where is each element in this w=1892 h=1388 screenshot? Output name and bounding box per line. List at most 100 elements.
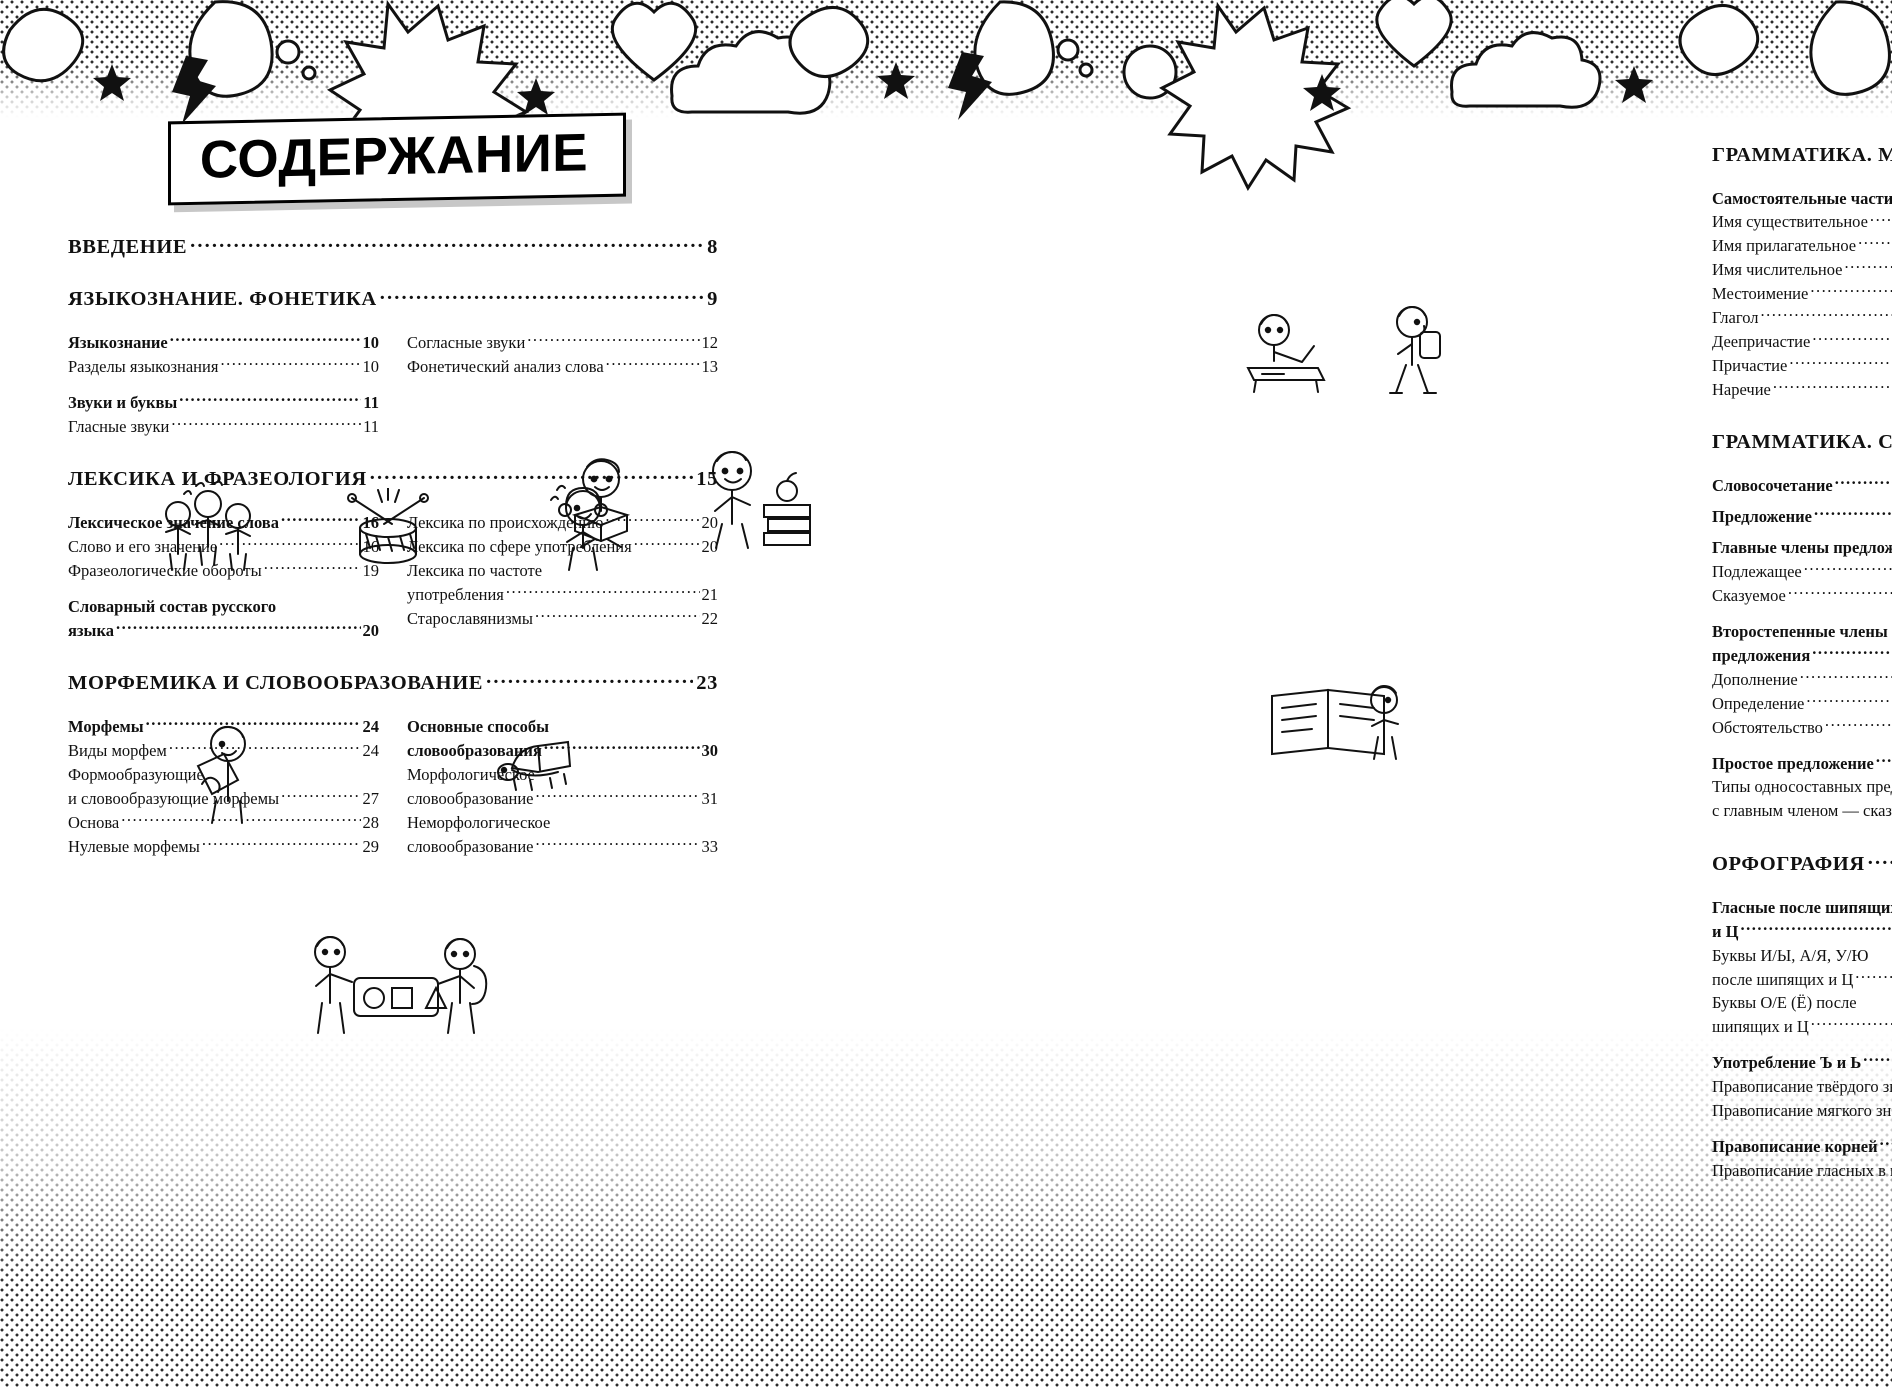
children-singing-icon bbox=[165, 480, 251, 571]
toc-entry-label: Основа bbox=[68, 812, 120, 832]
toc-entry[interactable]: Имя существительное38 bbox=[1712, 210, 1892, 234]
toc-entry[interactable]: шипящих и Ц95 bbox=[1712, 1015, 1892, 1039]
toc-entry[interactable]: Имя числительное47 bbox=[1712, 258, 1892, 282]
toc-entry[interactable]: словообразование 31 bbox=[407, 787, 718, 811]
toc-entry[interactable]: Буквы И/Ы, А/Я, У/Ю bbox=[1712, 944, 1892, 968]
toc-leader-dots bbox=[606, 355, 700, 372]
toc-entry[interactable]: и словообразующие морфемы 27 bbox=[68, 787, 379, 811]
toc-section-label: ГРАММАТИКА. МОРФОЛОГИЯ bbox=[1712, 143, 1892, 166]
toc-entry[interactable]: словообразование 33 bbox=[407, 835, 718, 859]
toc-subcolumn-1: Морфемы24Виды морфем24Формообразующиеи с… bbox=[68, 715, 379, 859]
toc-entry-page: 28 bbox=[362, 812, 380, 832]
toc-entry-label: Второстепенные члены bbox=[1712, 621, 1888, 641]
toc-entry[interactable]: Деепричастие53 bbox=[1712, 330, 1892, 354]
toc-entry-label: предложения bbox=[1712, 645, 1811, 665]
toc-entry[interactable]: Неморфологическое bbox=[407, 811, 718, 835]
toc-entry-label: Дополнение bbox=[1712, 669, 1798, 689]
toc-entry[interactable]: Обстоятельство76 bbox=[1712, 716, 1892, 740]
toc-entry[interactable]: Лексика по сфере употребления 20 bbox=[407, 535, 718, 559]
toc-entry[interactable]: Определение74 bbox=[1712, 692, 1892, 716]
toc-entry[interactable]: Правописание корней101 bbox=[1712, 1135, 1892, 1159]
toc-entry[interactable]: Правописание мягкого знака (Ь)98 bbox=[1712, 1099, 1892, 1123]
toc-entry[interactable]: Глагол51 bbox=[1712, 306, 1892, 330]
toc-entry-page: 27 bbox=[362, 789, 380, 809]
toc-section-heading[interactable]: ГРАММАТИКА. МОРФОЛОГИЯ37 bbox=[1712, 140, 1892, 167]
toc-entry-page: 11 bbox=[363, 392, 379, 412]
toc-entry-page: 20 bbox=[701, 537, 719, 557]
toc-entry[interactable]: словообразования 30 bbox=[407, 739, 718, 763]
toc-leader-dots bbox=[281, 788, 360, 805]
toc-entry[interactable]: Самостоятельные части речи38 bbox=[1712, 187, 1892, 211]
toc-entry[interactable]: Основные способы bbox=[407, 715, 718, 739]
toc-entry-page: 33 bbox=[701, 836, 719, 856]
toc-entry-label: Обстоятельство bbox=[1712, 717, 1823, 737]
toc-entry[interactable]: Лексика по происхождению 20 bbox=[407, 511, 718, 535]
toc-leader-dots bbox=[281, 512, 361, 529]
toc-entry[interactable]: Звуки и буквы 11 bbox=[68, 391, 379, 415]
toc-section-heading[interactable]: ЛЕКСИКА И ФРАЗЕОЛОГИЯ 15 bbox=[68, 465, 718, 492]
toc-leader-dots bbox=[220, 355, 360, 372]
toc-entry[interactable]: Местоимение49 bbox=[1712, 282, 1892, 306]
toc-entry[interactable]: Правописание твёрдого знака (Ъ)98 bbox=[1712, 1075, 1892, 1099]
toc-section-heading[interactable]: ВВЕДЕНИЕ 8 bbox=[68, 232, 718, 259]
toc-leader-dots bbox=[506, 583, 700, 600]
toc-entry[interactable]: Причастие54 bbox=[1712, 354, 1892, 378]
boy-holding-paper-icon bbox=[196, 725, 246, 824]
toc-entry[interactable]: Виды морфем 24 bbox=[68, 739, 379, 763]
toc-leader-dots bbox=[1825, 716, 1892, 733]
toc-entry[interactable]: Фонетический анализ слова 13 bbox=[407, 355, 718, 379]
toc-leader-dots bbox=[116, 619, 361, 636]
toc-entry[interactable]: Старославянизмы 22 bbox=[407, 607, 718, 631]
toc-entry[interactable]: Дополнение73 bbox=[1712, 668, 1892, 692]
toc-section-heading[interactable]: ГРАММАТИКА. СИНТАКСИС65 bbox=[1712, 428, 1892, 455]
boy-with-books-and-apple-icon bbox=[712, 450, 811, 549]
section-spacer bbox=[1712, 876, 1892, 896]
toc-entry[interactable]: употребления 21 bbox=[407, 583, 718, 607]
toc-entry[interactable]: Словарный состав русского bbox=[68, 595, 379, 619]
toc-entry[interactable]: Предложение67 bbox=[1712, 505, 1892, 529]
toc-entry[interactable]: Главные члены предложения69 bbox=[1712, 536, 1892, 560]
toc-entry-label: Причастие bbox=[1712, 355, 1788, 375]
toc-entry[interactable]: Второстепенные члены bbox=[1712, 620, 1892, 644]
toc-leader-dots bbox=[1812, 331, 1892, 348]
toc-leader-dots bbox=[1740, 920, 1892, 937]
toc-entry[interactable]: Фразеологические обороты 19 bbox=[68, 559, 379, 583]
toc-entry[interactable]: после шипящих и Ц94 bbox=[1712, 968, 1892, 992]
toc-entry-page: 24 bbox=[362, 741, 380, 761]
toc-section-heading[interactable]: МОРФЕМИКА И СЛОВООБРАЗОВАНИЕ 23 bbox=[68, 669, 718, 696]
toc-entry[interactable]: Согласные звуки 12 bbox=[407, 331, 718, 355]
toc-entry[interactable]: Сказуемое70 bbox=[1712, 584, 1892, 608]
toc-entry-label: словообразования bbox=[407, 741, 542, 761]
toc-entry[interactable]: Имя прилагательное42 bbox=[1712, 234, 1892, 258]
toc-section-heading[interactable]: ЯЗЫКОЗНАНИЕ. ФОНЕТИКА 9 bbox=[68, 285, 718, 312]
toc-entry[interactable]: Употребление Ъ и Ь97 bbox=[1712, 1051, 1892, 1075]
toc-entry[interactable]: Разделы языкознания 10 bbox=[68, 355, 379, 379]
toc-entry[interactable]: с главным членом — сказуемым77 bbox=[1712, 799, 1892, 823]
toc-section-heading[interactable]: ОРФОГРАФИЯ93 bbox=[1712, 849, 1892, 876]
toc-entry[interactable]: Языкознание 10 bbox=[68, 331, 379, 355]
toc-entry[interactable]: Формообразующие bbox=[68, 763, 379, 787]
toc-entry[interactable]: Словосочетание66 bbox=[1712, 474, 1892, 498]
toc-leader-dots bbox=[1859, 992, 1892, 1009]
toc-entry[interactable]: Типы односоставных предложений bbox=[1712, 775, 1892, 799]
toc-entry[interactable]: Правописание гласных в корне101 bbox=[1712, 1159, 1892, 1183]
toc-entry-label: Основные способы bbox=[407, 717, 550, 737]
toc-entry[interactable]: Простое предложение76 bbox=[1712, 752, 1892, 776]
toc-entry[interactable]: Наречие56 bbox=[1712, 378, 1892, 402]
toc-entry[interactable]: Лексика по частоте bbox=[407, 559, 718, 583]
toc-leader-dots bbox=[1804, 561, 1892, 578]
drum-icon bbox=[347, 488, 429, 564]
toc-entry-page: 22 bbox=[701, 608, 719, 628]
toc-entry[interactable]: Гласные после шипящих bbox=[1712, 896, 1892, 920]
toc-entry[interactable]: и Ц94 bbox=[1712, 920, 1892, 944]
toc-entry[interactable]: Буквы О/Е (Ё) после bbox=[1712, 991, 1892, 1015]
toc-entry[interactable]: Подлежащее69 bbox=[1712, 560, 1892, 584]
toc-leader-dots bbox=[1863, 1052, 1892, 1069]
toc-entry[interactable]: предложения73 bbox=[1712, 644, 1892, 668]
toc-leader-dots bbox=[536, 788, 700, 805]
entry-gap bbox=[1712, 1123, 1892, 1135]
toc-entry[interactable]: Нулевые морфемы 29 bbox=[68, 835, 379, 859]
toc-entry[interactable]: Морфемы 24 bbox=[68, 715, 379, 739]
toc-entry[interactable]: языка 20 bbox=[68, 619, 379, 643]
toc-entry[interactable]: Гласные звуки 11 bbox=[68, 415, 379, 439]
